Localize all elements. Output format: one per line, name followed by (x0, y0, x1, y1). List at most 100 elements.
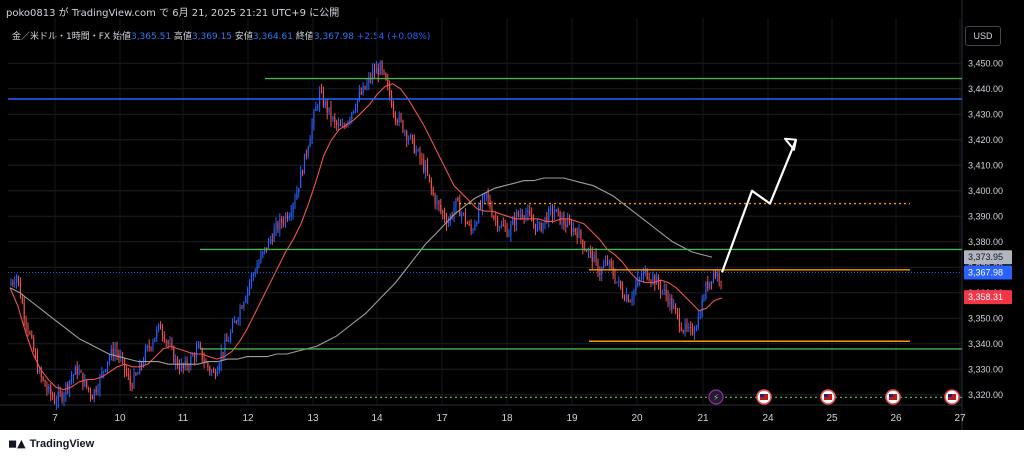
candle-body (279, 218, 281, 230)
candle-body (534, 223, 537, 231)
candle-body (695, 327, 697, 331)
candle-body (275, 223, 277, 230)
price-label-box (964, 250, 1012, 265)
candle-body (230, 331, 232, 342)
candle-body (237, 318, 239, 322)
candle-body (161, 329, 163, 336)
price-chart[interactable]: 3,320.003,330.003,340.003,350.003,360.00… (0, 0, 1024, 430)
candle-body (108, 357, 110, 362)
candle-body (682, 330, 684, 333)
candle-body (572, 228, 574, 233)
candle-body (690, 326, 692, 329)
candle-body (326, 101, 328, 113)
chart-frame (0, 0, 1024, 430)
candle-body (478, 205, 480, 223)
candle-body (339, 123, 341, 126)
candle-body (480, 205, 482, 208)
candle-body (214, 372, 217, 376)
candle-body (377, 68, 379, 75)
candle-body (203, 359, 205, 363)
candle-body (597, 260, 599, 274)
candle-body (421, 158, 423, 160)
candle-body (701, 299, 703, 317)
candle-body (356, 98, 359, 108)
candle-body (194, 355, 196, 359)
candle-body (548, 208, 550, 223)
currency-button[interactable]: USD (965, 26, 1001, 46)
candle-body (137, 374, 139, 376)
candle-body (466, 222, 468, 225)
candle-body (555, 209, 557, 213)
candle-body (574, 228, 576, 233)
candle-body (205, 362, 207, 364)
candle-body (243, 302, 245, 309)
candle-body (718, 273, 720, 282)
candle-body (635, 285, 637, 291)
candle-body (349, 118, 351, 122)
candle-body (432, 188, 434, 196)
candle-body (559, 210, 561, 224)
candle-body (241, 307, 243, 309)
candle-body (576, 232, 578, 238)
candle-body (676, 309, 679, 314)
projection-arrow[interactable] (720, 139, 798, 273)
lightning-glyph: ⚡ (713, 394, 719, 404)
candle-body (50, 386, 52, 395)
candle-body (175, 358, 177, 363)
candle-body (336, 121, 338, 125)
symbol-name[interactable]: 金／米ドル・1時間・FX (12, 32, 111, 42)
candle-body (254, 272, 256, 275)
candle-body (434, 195, 436, 205)
candle-body (684, 323, 686, 333)
candle-body (665, 289, 667, 296)
candle-body (14, 282, 16, 284)
candle-body (247, 288, 249, 298)
candle-body (46, 386, 48, 391)
candle-body (589, 249, 591, 251)
candle-body (211, 370, 213, 372)
candle-body (307, 147, 309, 155)
candle-body (661, 290, 663, 292)
candle-body (419, 149, 421, 159)
candle-body (618, 280, 620, 282)
candle-body (74, 366, 76, 375)
candle-body (483, 194, 485, 198)
candle-body (281, 218, 283, 223)
candle-body (599, 273, 601, 276)
candle-body (67, 384, 69, 390)
candle-body (300, 170, 302, 188)
candle-body (320, 90, 323, 92)
flag-canton (889, 394, 893, 397)
candle-body (286, 215, 288, 219)
candle-body (25, 318, 27, 326)
candle-body (177, 358, 179, 367)
candle-body (72, 374, 74, 378)
price-label-box (964, 265, 1012, 280)
candle-body (315, 107, 317, 112)
open-value: 3,365.51 (130, 32, 172, 42)
candle-body (650, 280, 652, 282)
candle-body (447, 222, 449, 224)
candle-body (587, 249, 590, 253)
candle-body (328, 107, 330, 113)
footer-brand[interactable]: ◼▲ TradingView (8, 437, 94, 450)
candle-body (391, 95, 393, 107)
candle-body (324, 101, 326, 106)
candle-body (298, 187, 300, 193)
candle-body (616, 281, 618, 283)
candle-body (495, 218, 497, 220)
flag-canton (948, 394, 952, 397)
candle-body (593, 254, 595, 263)
flag-canton (760, 394, 764, 397)
candle-body (671, 297, 673, 309)
price-label-text: 3,358.31 (968, 292, 1003, 302)
price-label-text: 3,373.95 (968, 252, 1003, 262)
candle-body (565, 224, 567, 227)
candle-body (317, 106, 319, 108)
lightning-event-icon[interactable] (708, 389, 724, 405)
candle-body (389, 84, 391, 96)
candle-body (288, 216, 290, 219)
candle-body (277, 223, 279, 230)
candle-body (459, 200, 461, 217)
candle-body (413, 137, 415, 153)
